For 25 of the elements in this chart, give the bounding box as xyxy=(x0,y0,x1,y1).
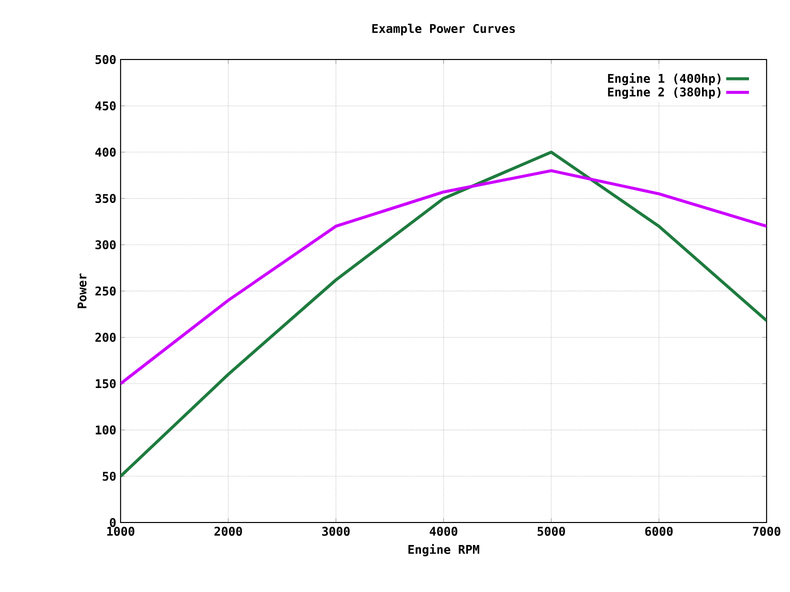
line-series xyxy=(120,169,767,386)
y-tick-label: 400 xyxy=(95,148,116,157)
y-tick-label: 200 xyxy=(95,332,116,342)
chart-title: Example Power Curves xyxy=(372,24,515,36)
y-tick-label: 350 xyxy=(95,194,116,203)
x-tick-label: 7000 xyxy=(752,526,780,536)
y-tick-label: 300 xyxy=(95,240,116,250)
line-series xyxy=(120,150,767,478)
legend-label: Engine 1 (400hp) xyxy=(608,73,720,86)
y-axis-title: Power xyxy=(78,273,87,308)
y-tick-label: 150 xyxy=(96,379,116,388)
legend-label: Engine 2 (380hp) xyxy=(608,86,720,99)
x-axis-title: Engine RPM xyxy=(408,544,480,556)
x-tick-label: 6000 xyxy=(645,526,673,536)
y-tick-label: 500 xyxy=(96,55,116,64)
x-tick-label: 2000 xyxy=(214,526,242,536)
y-tick-label: 0 xyxy=(110,518,116,528)
y-tick-label: 250 xyxy=(95,286,116,296)
y-tick-label: 450 xyxy=(95,101,116,110)
y-tick-label: 100 xyxy=(96,425,116,434)
x-tick-label: 4000 xyxy=(430,526,458,536)
x-tick-label: 3000 xyxy=(322,526,350,536)
x-tick-label: 5000 xyxy=(538,526,565,536)
x-tick-label: 1000 xyxy=(107,526,134,536)
y-tick-label: 50 xyxy=(102,472,116,481)
